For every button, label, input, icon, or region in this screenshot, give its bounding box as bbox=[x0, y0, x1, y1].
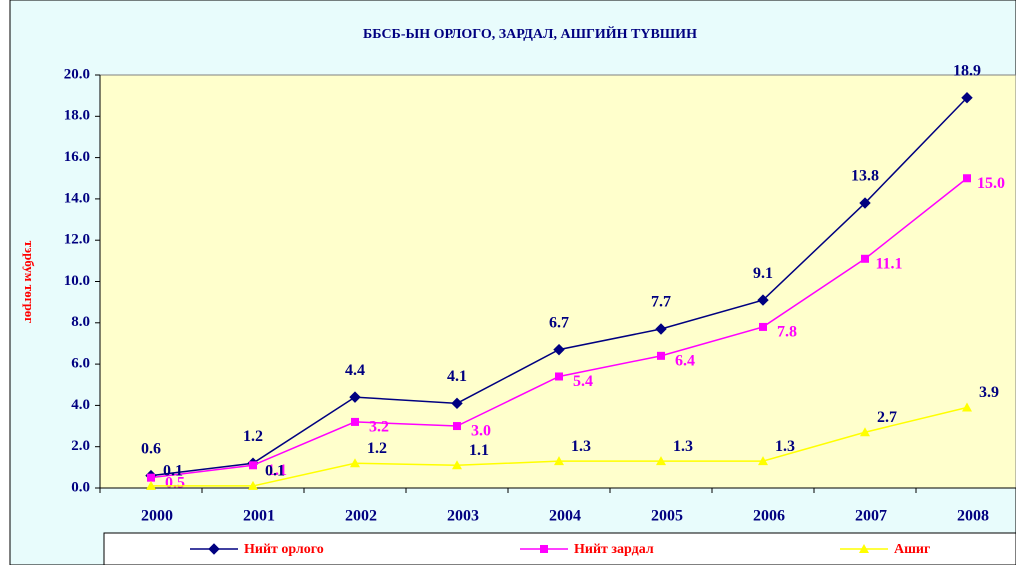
y-tick-label: 14.0 bbox=[64, 190, 90, 206]
data-label: 3.0 bbox=[471, 423, 491, 440]
marker bbox=[656, 456, 666, 466]
y-tick-label: 16.0 bbox=[64, 149, 90, 165]
marker bbox=[540, 545, 548, 553]
y-tick-label: 18.0 bbox=[64, 108, 90, 124]
marker bbox=[759, 322, 767, 331]
x-tick-label: 2003 bbox=[447, 508, 479, 525]
y-tick-label: 8.0 bbox=[71, 314, 90, 330]
data-label: 4.4 bbox=[345, 362, 365, 379]
marker bbox=[349, 391, 361, 403]
data-label: 1.2 bbox=[243, 428, 263, 445]
y-tick-label: 10.0 bbox=[64, 273, 90, 289]
marker bbox=[963, 174, 971, 183]
x-tick-label: 2001 bbox=[243, 508, 275, 525]
data-label: 11.1 bbox=[875, 255, 902, 272]
legend-label: Нийт зардал bbox=[574, 542, 654, 557]
x-tick-label: 2000 bbox=[141, 508, 173, 525]
marker bbox=[249, 461, 257, 470]
marker bbox=[553, 343, 565, 356]
data-label: 0.5 bbox=[165, 474, 185, 491]
data-label: 6.7 bbox=[549, 314, 569, 331]
plot-area bbox=[99, 74, 1016, 489]
marker bbox=[961, 92, 973, 104]
marker bbox=[350, 458, 360, 468]
data-label: 7.7 bbox=[651, 294, 671, 311]
y-tick-label: 12.0 bbox=[64, 232, 90, 248]
x-tick-label: 2004 bbox=[549, 508, 581, 525]
data-label: 9.1 bbox=[753, 265, 773, 282]
data-label: 3.2 bbox=[369, 419, 389, 436]
marker bbox=[453, 422, 461, 431]
marker bbox=[248, 480, 258, 490]
legend-label: Ашиг bbox=[894, 542, 930, 557]
data-label: 18.9 bbox=[953, 62, 981, 79]
marker bbox=[962, 402, 972, 412]
data-label: 1.1 bbox=[267, 462, 287, 479]
marker bbox=[657, 351, 665, 360]
data-label: 0.1 bbox=[265, 463, 285, 480]
marker bbox=[859, 197, 871, 209]
data-label: 4.1 bbox=[447, 368, 467, 385]
data-label: 0.6 bbox=[141, 440, 161, 457]
marker bbox=[555, 372, 563, 381]
x-tick-label: 2007 bbox=[855, 508, 887, 525]
marker bbox=[758, 456, 768, 466]
y-tick-label: 6.0 bbox=[71, 356, 90, 372]
marker bbox=[351, 417, 359, 426]
data-label: 13.8 bbox=[851, 168, 879, 185]
marker bbox=[451, 397, 463, 410]
x-tick-label: 2008 bbox=[957, 508, 989, 525]
data-label: 2.7 bbox=[877, 409, 897, 426]
y-tick-label: 0.0 bbox=[71, 479, 90, 495]
data-label: 1.3 bbox=[775, 438, 795, 455]
chart-title: ББСБ-ЫН ОРЛОГО, ЗАРДАЛ, АШГИЙН ТҮВШИН bbox=[363, 25, 697, 42]
y-tick-label: 20.0 bbox=[64, 66, 90, 82]
data-label: 1.3 bbox=[673, 438, 693, 455]
marker bbox=[655, 323, 667, 335]
data-label: 6.4 bbox=[675, 353, 695, 370]
marker bbox=[452, 460, 462, 470]
y-axis-label: тэрбум төгрөг bbox=[22, 241, 37, 324]
data-label: 1.1 bbox=[469, 442, 489, 459]
marker bbox=[860, 427, 870, 437]
data-label: 7.8 bbox=[777, 324, 797, 341]
x-tick-label: 2002 bbox=[345, 508, 377, 525]
marker bbox=[861, 254, 869, 263]
marker bbox=[208, 543, 220, 555]
data-label: 5.4 bbox=[573, 373, 593, 390]
data-label: 1.2 bbox=[367, 440, 387, 457]
x-tick-label: 2005 bbox=[651, 508, 683, 525]
data-label: 1.3 bbox=[571, 438, 591, 455]
legend-label: Нийт орлого bbox=[244, 542, 324, 557]
marker bbox=[757, 294, 769, 306]
data-label: 0.1 bbox=[163, 463, 183, 480]
marker bbox=[859, 544, 869, 553]
marker bbox=[147, 473, 155, 482]
y-tick-label: 4.0 bbox=[71, 397, 90, 413]
x-tick-label: 2006 bbox=[753, 508, 785, 525]
data-label: 3.9 bbox=[979, 384, 999, 401]
marker bbox=[554, 456, 564, 466]
marker bbox=[146, 480, 156, 490]
y-tick-label: 2.0 bbox=[71, 438, 90, 454]
data-label: 15.0 bbox=[977, 175, 1005, 192]
